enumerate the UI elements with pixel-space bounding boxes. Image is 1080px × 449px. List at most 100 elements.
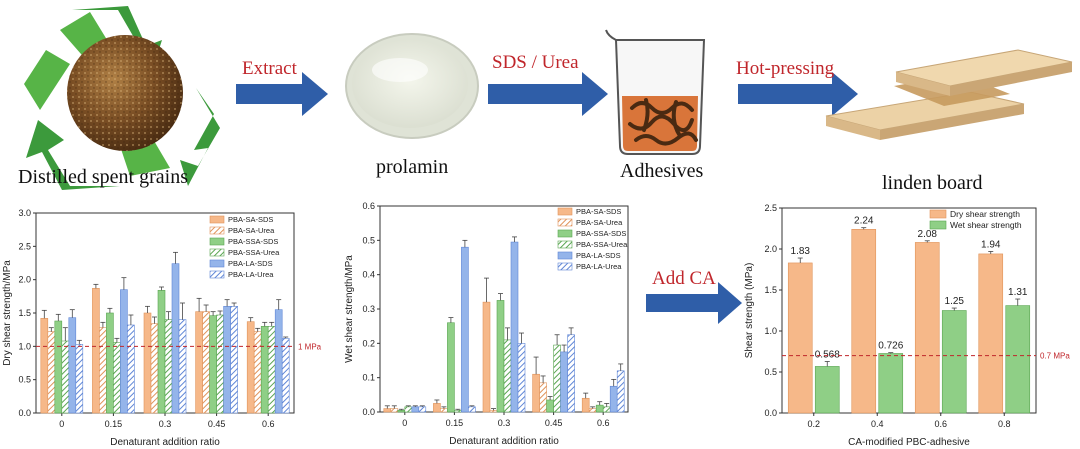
bar	[411, 406, 420, 413]
bar	[230, 306, 238, 414]
bar	[616, 370, 625, 413]
legend-label: PBA-SSA-Urea	[576, 240, 628, 249]
data-label: 1.25	[945, 296, 965, 307]
bar	[106, 312, 114, 414]
bar	[553, 344, 561, 413]
bar	[68, 317, 77, 414]
stage-label-prolamin: prolamin	[376, 156, 449, 178]
wet-shear-chart: 0.0 0.1 0.2 0.3 0.4 0.5 0.6 0 0.15 0.3 0.45 0.6 Dena…	[344, 201, 629, 447]
x-axis-label: Denaturant addition ratio	[110, 437, 220, 448]
step-label-extract: Extract	[242, 58, 297, 79]
bar	[40, 318, 49, 414]
reference-label: 1 MPa	[298, 342, 322, 351]
bar	[75, 344, 84, 414]
bar	[260, 326, 269, 414]
bar	[281, 338, 290, 414]
bar	[418, 406, 427, 413]
bar	[602, 406, 611, 413]
bar	[202, 311, 210, 414]
bar	[539, 382, 547, 413]
y-tick-label: 0.0	[18, 408, 31, 418]
bar	[567, 334, 575, 413]
plot-frame	[781, 207, 1037, 414]
legend-label: PBA-SSA-SDS	[576, 229, 626, 238]
bar	[171, 263, 180, 414]
bar	[595, 404, 604, 413]
bar	[914, 242, 940, 414]
legend-swatch	[557, 251, 573, 260]
legend-swatch	[209, 270, 225, 279]
prolamin-dish	[345, 33, 479, 139]
bar	[503, 339, 512, 413]
x-tick-label: 0.8	[998, 419, 1011, 429]
step-label-add-ca: Add CA	[652, 268, 716, 289]
legend-label: PBA-SA-Urea	[576, 218, 623, 227]
legend-label: PBA-SSA-SDS	[228, 237, 278, 246]
legend-swatch	[209, 259, 225, 268]
x-tick-label: 0.2	[807, 419, 820, 429]
data-label: 1.94	[981, 239, 1001, 250]
y-tick-label: 0.1	[362, 373, 375, 383]
bar	[195, 311, 203, 414]
y-tick-label: 2.5	[764, 203, 777, 213]
bar	[454, 409, 462, 413]
y-tick-label: 0.0	[362, 407, 375, 417]
y-tick-label: 3.0	[18, 208, 31, 218]
bar	[404, 406, 413, 413]
y-axis-label: Shear strength (MPa)	[744, 263, 755, 359]
y-tick-label: 1.5	[764, 285, 777, 295]
bar	[209, 315, 217, 414]
legend-label: PBA-SA-SDS	[228, 215, 273, 224]
y-axis-label: Dry shear strength/MPa	[2, 260, 13, 366]
bar	[447, 322, 455, 413]
bar	[216, 314, 224, 414]
step-label-sds-urea: SDS / Urea	[492, 52, 579, 73]
adhesive-beaker	[605, 29, 706, 155]
y-tick-label: 1.0	[18, 341, 31, 351]
bar	[397, 409, 406, 413]
dry-shear-chart: 0.0 0.5 1.0 1.5 2.0 2.5 3.0 0 0.15 0.3 0.45 0.6 1 MP…	[2, 208, 322, 448]
data-label: 2.24	[854, 216, 874, 227]
x-axis-label: Denaturant addition ratio	[449, 436, 559, 447]
y-tick-label: 0.5	[764, 367, 777, 377]
step-label-hot-pressing: Hot-pressing	[736, 58, 835, 79]
spent-grains-ball	[67, 35, 183, 151]
legend-swatch	[557, 262, 573, 271]
y-tick-label: 0.5	[18, 375, 31, 385]
bar	[223, 306, 231, 414]
y-tick-label: 2.0	[764, 244, 777, 254]
legend-swatch	[557, 207, 573, 216]
arrow-add-ca	[646, 282, 742, 324]
bar	[787, 262, 813, 414]
bar	[489, 409, 498, 413]
bar	[150, 323, 159, 414]
x-tick-label: 0.45	[208, 419, 226, 429]
stage-label-linden: linden board	[882, 172, 983, 194]
arrow-extract	[236, 72, 328, 116]
bar	[157, 290, 166, 414]
x-tick-label: 0.6	[934, 419, 947, 429]
x-tick-label: 0.4	[871, 419, 884, 429]
legend-swatch	[557, 240, 573, 249]
x-tick-label: 0.6	[597, 418, 610, 428]
bar	[383, 408, 392, 413]
data-label: 1.31	[1008, 287, 1028, 298]
bar	[99, 327, 107, 414]
y-tick-label: 2.5	[18, 241, 31, 251]
x-tick-label: 0.6	[262, 419, 275, 429]
legend-label: PBA-LA-Urea	[576, 262, 622, 271]
bar	[164, 319, 173, 414]
bar	[47, 331, 56, 414]
legend-label: Dry shear strength	[950, 209, 1020, 219]
legend-swatch	[929, 220, 947, 230]
bar	[390, 408, 399, 413]
legend-swatch	[929, 209, 947, 219]
legend-label: PBA-LA-SDS	[228, 259, 273, 268]
y-tick-label: 0.2	[362, 338, 375, 348]
bar	[851, 229, 877, 414]
ca-shear-chart: 0.0 0.5 1.0 1.5 2.0 2.5 0.2 0.4 0.6 0.8 1.83 2.24 2.…	[744, 203, 1070, 448]
arrow-hot-pressing	[738, 72, 858, 116]
bar	[517, 343, 526, 413]
legend-swatch	[209, 237, 225, 246]
x-tick-label: 0	[402, 418, 407, 428]
